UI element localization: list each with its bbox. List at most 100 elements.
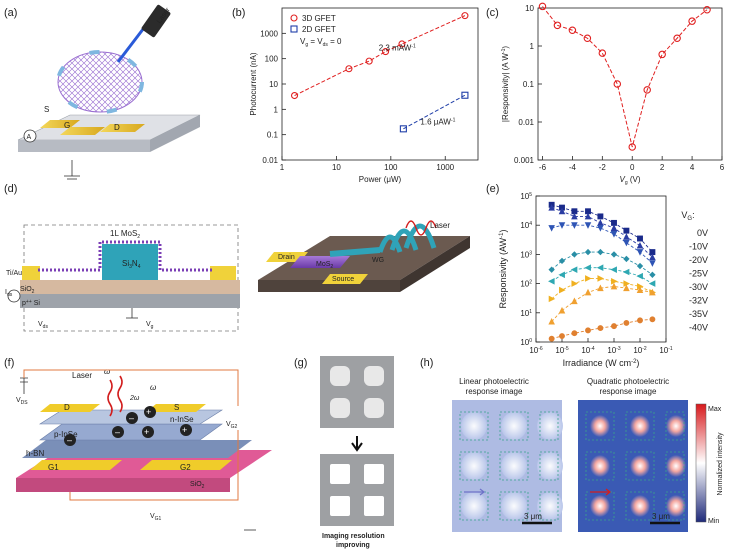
right-title-1: Quadratic photoelectric [587, 377, 669, 386]
legend-label-e-1: -10V [689, 242, 708, 252]
point-e-6-1 [558, 306, 566, 314]
point-e-1-7 [636, 241, 644, 249]
source-label: Source [332, 276, 354, 283]
label-s-f: S [174, 403, 179, 412]
contact-s [146, 404, 206, 412]
point-e-3-4 [597, 248, 604, 256]
linear-spot-2-0 [461, 492, 487, 520]
panel-f-illustration: (f) D S p-InSe n-InSe h-BN G1 G2 SiO2 – … [4, 357, 272, 531]
panel-g-illustration: (g) Imaging resolution improving [294, 356, 394, 549]
point-e-4-0 [548, 277, 555, 285]
point-e-2-5 [610, 231, 618, 238]
vds-label-f: VDS [16, 397, 28, 406]
label-p-inse: p-InSe [54, 430, 78, 439]
point-e-6-4 [597, 284, 604, 292]
point-e-1-0 [548, 203, 555, 211]
point-e-4-5 [610, 266, 617, 273]
ids-source-icon [7, 289, 21, 303]
linear-grid-overlay [459, 411, 559, 521]
laser-wave-f1 [107, 379, 113, 417]
point-e-7-1 [559, 333, 565, 339]
series-line-e-6 [551, 285, 653, 322]
legend-label-b-1: 2D GFET [302, 25, 336, 34]
colorbar-label: Normalized intensity [717, 432, 724, 496]
quadratic-spot-2-0 [590, 495, 610, 517]
xlabel-c: Vg (V) [619, 175, 640, 186]
mos2-patch [290, 256, 350, 268]
vds-source-icon [20, 377, 28, 394]
point-c-11 [703, 5, 711, 14]
point-e-5-4 [597, 275, 605, 282]
panel-label-a: (a) [4, 7, 17, 19]
gate-wire [69, 430, 239, 501]
point-c-0 [538, 2, 547, 11]
electrode-g [60, 127, 105, 135]
series-line-e-3 [551, 251, 653, 276]
label-g2: G2 [180, 463, 191, 472]
legend-label-e-4: -30V [689, 282, 708, 292]
point-b-0-0 [290, 92, 299, 100]
ytick-label-e-4: 104 [520, 221, 532, 230]
xlabel-e: Irradiance (W cm-2) [563, 358, 640, 368]
annotation-b-0: 2.3 mAW-1 [379, 43, 416, 52]
linear-spot-2-1 [501, 492, 527, 520]
legend-label-e-2: -20V [689, 255, 708, 265]
quadratic-spot-0-1 [630, 415, 650, 437]
point-e-2-0 [548, 225, 555, 232]
source-pad [322, 274, 368, 284]
point-e-7-0 [548, 335, 555, 342]
panel-label-c: (c) [486, 7, 499, 19]
xtick-label-c-2: -2 [599, 163, 607, 172]
wg-label: WG [372, 257, 384, 264]
point-e-4-6 [622, 268, 630, 276]
quadratic-spots [590, 415, 686, 517]
point-e-2-6 [623, 239, 630, 247]
linear-spot-1-1 [501, 452, 527, 480]
panel-d-illustration: (d) Si3N4 1L MoS2 Ti/Au SiO2 p++ Si Ids … [4, 183, 470, 332]
point-e-0-4 [597, 213, 604, 220]
carrier-symbols: – + – + + – [64, 406, 192, 446]
substrate-side [150, 115, 200, 152]
quadratic-spot-2-1 [630, 495, 650, 517]
panel-label-h: (h) [420, 357, 433, 369]
laser-head [141, 4, 171, 38]
xtick-label-c-4: 2 [660, 163, 665, 172]
point-b-0-5 [461, 12, 469, 20]
gate-g1 [30, 460, 122, 470]
legend-marker-b-0 [290, 14, 298, 22]
psi-label: p++ Si [22, 299, 40, 307]
grating-coupler [377, 223, 437, 253]
point-e-7-7 [637, 317, 643, 324]
ytick-label-c-1: 0.01 [518, 118, 534, 127]
ytick-label-b-1: 0.1 [267, 131, 279, 140]
label-a: A [27, 134, 32, 141]
point-c-1 [553, 21, 562, 30]
point-e-2-3 [584, 222, 592, 229]
ammeter-icon [23, 129, 37, 143]
drain-label: Drain [278, 254, 295, 261]
mos2-film [38, 240, 212, 272]
electrode-s [40, 120, 80, 128]
point-e-5-0 [548, 295, 556, 303]
point-e-5-2 [571, 280, 579, 287]
legend-title-e: VG: [681, 210, 694, 222]
svg-text:–: – [67, 435, 72, 445]
omega-1: ω [104, 367, 110, 376]
left-title-1: Linear photoelectric [459, 377, 529, 386]
point-b-1-1 [461, 91, 469, 99]
quadratic-spot-1-0 [590, 455, 610, 477]
point-e-1-2 [571, 212, 578, 220]
xtick-label-b-1: 10 [332, 163, 341, 172]
point-e-1-8 [649, 253, 656, 261]
laser-wave-f2 [117, 375, 123, 413]
left-title-2: response image [466, 387, 523, 396]
point-e-6-8 [649, 288, 656, 296]
vds-wire [23, 369, 239, 406]
ytick-label-c-0: 0.001 [514, 156, 535, 165]
point-e-1-6 [623, 233, 630, 240]
point-b-0-3 [382, 48, 390, 56]
annotation-b-1: 1.6 μAW-1 [420, 118, 455, 127]
ids-label: Ids [5, 289, 13, 298]
linear-spots [461, 412, 563, 520]
xtick-label-c-5: 4 [690, 163, 695, 172]
